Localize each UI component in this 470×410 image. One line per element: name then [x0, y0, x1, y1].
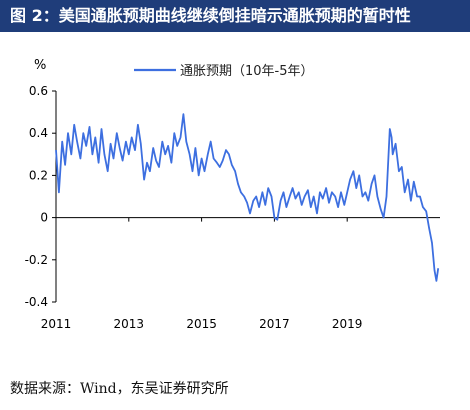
- y-tick-label: -0.4: [25, 295, 48, 309]
- x-tick-label: 2015: [186, 317, 217, 331]
- legend-label: 通胀预期（10年-5年）: [180, 64, 314, 79]
- y-tick-label: -0.2: [25, 253, 48, 267]
- x-tick-label: 2019: [332, 317, 363, 331]
- y-tick-label: 0.2: [29, 168, 48, 182]
- y-tick-label: 0.6: [29, 84, 48, 98]
- figure-title: 图 2：美国通胀预期曲线继续倒挂暗示通胀预期的暂时性: [0, 0, 470, 32]
- y-axis-unit-label: %: [34, 58, 46, 73]
- y-tick-label: 0.4: [29, 126, 48, 140]
- legend: 通胀预期（10年-5年）: [134, 64, 314, 79]
- y-axis-ticks: -0.4 -0.2 0 0.2 0.4 0.6: [25, 84, 56, 309]
- chart-area: % -0.4 -0.2 0 0.2 0.4 0.6 2011 2013 2015 2017 201…: [0, 36, 470, 336]
- x-axis-ticks: 2011 2013 2015 2017 2019: [41, 217, 363, 331]
- data-source-note: 数据来源：Wind，东吴证券研究所: [10, 381, 229, 397]
- y-tick-label: 0: [40, 211, 48, 225]
- x-tick-label: 2017: [259, 317, 290, 331]
- x-tick-label: 2011: [41, 317, 72, 331]
- series-line: [55, 113, 440, 282]
- series-group: [55, 113, 440, 282]
- x-tick-label: 2013: [114, 317, 145, 331]
- line-chart: % -0.4-0.200.20.40.6 2011 2013 2015 2017 201…: [25, 58, 440, 331]
